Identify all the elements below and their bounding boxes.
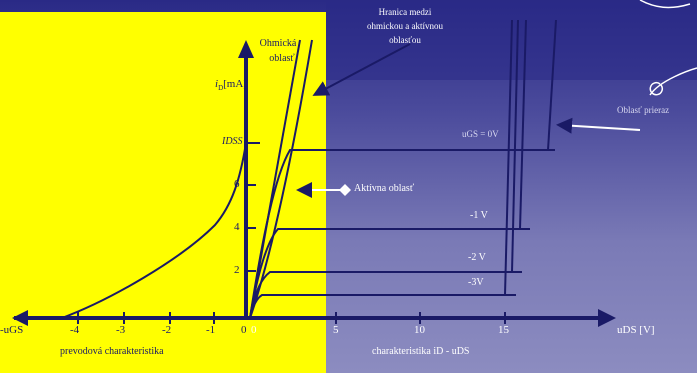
ohmic-region-label-line-2: oblasť [269,53,295,64]
curve-label-ugs2: -2 V [468,252,486,263]
x-tick-label-zero-right: 0 [251,324,257,336]
x-tick-label-zero-left: 0 [241,324,247,336]
breakdown-line-1 [504,19,513,296]
curve-label-ugs3: -3V [468,277,484,288]
y-tick-label-2: 2 [234,264,240,276]
ohmic-boundary-curve-1 [249,39,301,319]
x-tick-label-neg3: -3 [116,324,126,336]
active-region-diamond [339,184,351,196]
x-pos-axis-label: uDS [V] [617,324,655,336]
boundary-annotation-line-1: Hranica medzi [378,7,432,17]
x-axis-right-arrow [598,309,616,327]
x-tick-label-neg1: -1 [206,324,216,336]
output-curve-ugs1 [249,228,530,319]
transfer-curve [61,142,247,319]
breakdown-line-3 [519,19,527,230]
boundary-pointer [312,43,411,96]
breakdown-line-2 [511,19,519,273]
transistor-symbol-icon [649,67,697,96]
y-tick-label-idss: IDSS [222,136,243,147]
ohmic-boundary-curve-2 [249,39,313,319]
curve-label-ugs1: -1 V [470,210,488,221]
y-tick-label-4: 4 [234,221,240,233]
output-characteristic-caption: charakteristika iD - uDS [372,346,470,357]
x-tick-label-15: 15 [498,324,509,336]
corner-decoration-icon [639,0,691,9]
breakdown-region-label: Oblasť prieraz [617,105,670,115]
y-axis-arrow [238,40,254,58]
boundary-annotation-line-2: ohmickou a aktívnou [367,21,443,31]
x-tick-label-10: 10 [414,324,425,336]
y-tick-label-6: 6 [234,178,240,190]
curve-label-ugs0: uGS = 0V [462,129,499,139]
ohmic-region-label-line-1: Ohmická [259,38,297,49]
y-axis-label: iD[mA] [215,78,247,93]
output-curve-ugs3 [249,294,516,319]
x-neg-axis-label: -uGS [0,324,24,336]
breakdown-pointer [556,117,641,134]
active-region-label: Aktívna oblasť [354,183,415,194]
x-tick-label-neg4: -4 [70,324,80,336]
boundary-annotation-line-3: oblasťou [389,35,421,45]
x-tick-label-neg2: -2 [162,324,172,336]
breakdown-line-4 [547,19,557,151]
x-tick-label-5: 5 [333,324,339,336]
x-axis-left-arrow [12,310,28,326]
transfer-characteristic-caption: prevodová charakteristika [60,346,164,357]
output-curve-ugs0 [249,149,555,319]
